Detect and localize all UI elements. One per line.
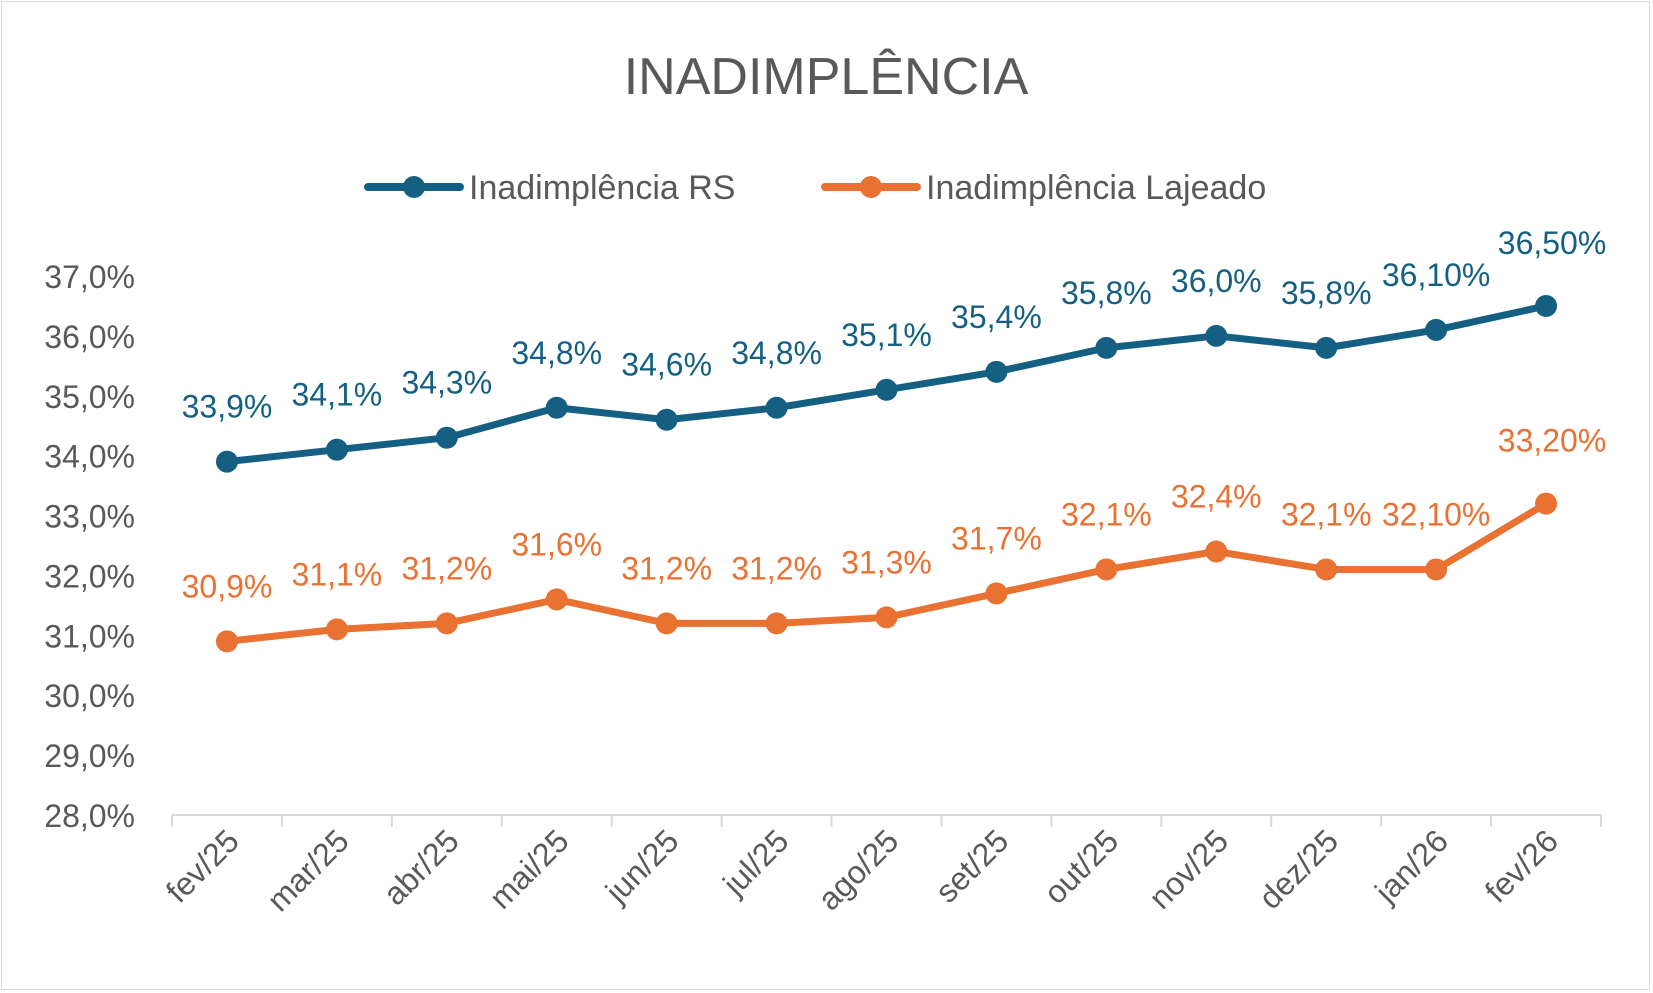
data-label: 31,7% (951, 520, 1042, 556)
data-label: 32,1% (1061, 496, 1152, 532)
y-tick-label: 31,0% (44, 618, 135, 654)
data-point (875, 378, 898, 401)
legend-label: Inadimplência RS (469, 169, 735, 207)
x-tick-label: fev/26 (1478, 822, 1565, 909)
data-label: 31,2% (621, 550, 712, 586)
data-point (1535, 294, 1558, 317)
y-tick-label: 28,0% (44, 798, 135, 834)
x-tick-label: nov/25 (1142, 822, 1235, 915)
data-point (985, 582, 1008, 605)
data-point (325, 618, 348, 641)
x-tick-label: ago/25 (811, 822, 906, 917)
data-label: 34,1% (292, 377, 383, 413)
data-point (1095, 558, 1118, 581)
data-label: 31,2% (731, 550, 822, 586)
data-point (435, 426, 458, 449)
x-tick-label: set/25 (928, 822, 1015, 909)
y-tick-label: 36,0% (44, 319, 135, 355)
x-tick-label: mai/25 (482, 822, 575, 915)
data-label: 31,2% (401, 550, 492, 586)
y-tick-label: 33,0% (44, 499, 135, 535)
data-label: 31,3% (841, 544, 932, 580)
data-label: 34,8% (731, 335, 822, 371)
data-point (1425, 318, 1448, 341)
x-tick-label: jan/26 (1367, 822, 1455, 910)
data-label: 31,6% (511, 526, 602, 562)
data-point (325, 438, 348, 461)
y-tick-label: 37,0% (44, 259, 135, 295)
data-point (1095, 336, 1118, 359)
data-point (875, 606, 898, 629)
data-point (1315, 558, 1338, 581)
data-point (765, 612, 788, 635)
data-label: 32,10% (1382, 496, 1491, 532)
data-label: 34,6% (621, 347, 712, 383)
legend-marker (860, 176, 882, 198)
data-point (215, 450, 238, 473)
data-label: 31,1% (292, 556, 383, 592)
data-point (985, 360, 1008, 383)
data-label: 32,1% (1281, 496, 1372, 532)
legend-label: Inadimplência Lajeado (926, 169, 1266, 207)
y-tick-label: 34,0% (44, 439, 135, 475)
data-label: 36,0% (1171, 263, 1262, 299)
data-point (655, 612, 678, 635)
data-point (215, 630, 238, 653)
data-point (545, 396, 568, 419)
data-label: 33,9% (182, 389, 273, 425)
data-label: 34,8% (511, 335, 602, 371)
axes: 28,0% 29,0% 30,0% 31,0% 32,0% 33,0% 34,0% 35,0%… (44, 259, 1602, 918)
data-label: 34,3% (401, 365, 492, 401)
y-tick-label: 35,0% (44, 379, 135, 415)
x-tick-label: abr/25 (376, 822, 466, 912)
data-point (655, 408, 678, 431)
data-point (1535, 492, 1558, 515)
x-tick-label: out/25 (1037, 822, 1125, 910)
data-label: 35,1% (841, 317, 932, 353)
data-label: 30,9% (182, 568, 273, 604)
x-tick-label: jun/25 (598, 822, 686, 910)
data-point (1205, 540, 1228, 563)
legend-marker (403, 176, 425, 198)
data-point (545, 588, 568, 611)
data-label: 32,4% (1171, 478, 1262, 514)
x-tick-label: dez/25 (1252, 822, 1345, 915)
data-point (765, 396, 788, 419)
data-label: 35,4% (951, 299, 1042, 335)
data-label: 33,20% (1498, 423, 1607, 459)
series-group: 33,9% 34,1% 34,3% 34,8% 34,6% 34,8% 35,1% 35,4%… (182, 225, 1607, 653)
data-label: 36,50% (1498, 225, 1607, 261)
data-label: 35,8% (1061, 275, 1152, 311)
data-point (1315, 336, 1338, 359)
y-tick-label: 29,0% (44, 738, 135, 774)
y-tick-label: 30,0% (44, 678, 135, 714)
x-tick-label: jul/25 (715, 822, 795, 902)
data-label: 35,8% (1281, 275, 1372, 311)
data-point (1205, 324, 1228, 347)
x-tick-label: fev/25 (159, 822, 246, 909)
x-tick-label: mar/25 (260, 822, 356, 918)
legend: Inadimplência RS Inadimplência Lajeado (364, 169, 1266, 207)
chart-title: INADIMPLÊNCIA (624, 48, 1029, 106)
y-tick-label: 32,0% (44, 558, 135, 594)
data-point (1425, 558, 1448, 581)
data-point (435, 612, 458, 635)
data-label: 36,10% (1382, 257, 1491, 293)
